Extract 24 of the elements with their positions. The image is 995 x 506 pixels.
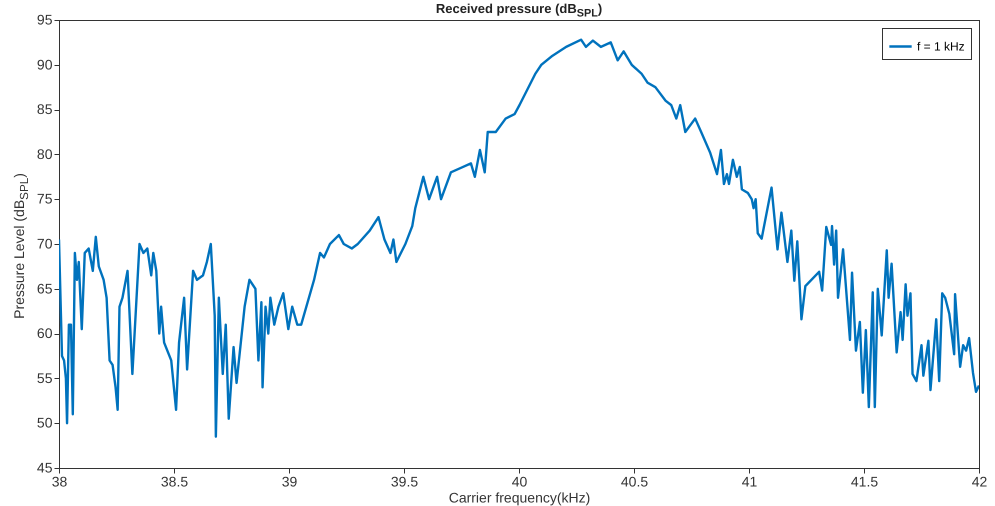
legend-label: f = 1 kHz xyxy=(917,40,965,54)
chart-title: Received pressure (dB$_{SPL}$) xyxy=(434,1,604,20)
x-tick-label: 40 xyxy=(512,474,528,490)
y-tick-label: 75 xyxy=(36,190,53,207)
x-tick-label: 38 xyxy=(52,474,68,490)
x-tick-label: 39.5 xyxy=(390,474,418,490)
line-series xyxy=(59,38,979,438)
y-tick-label: 65 xyxy=(36,280,53,296)
x-axis-title: Carrier frequency(kHz) xyxy=(448,490,590,506)
y-tick-label: 70 xyxy=(36,236,53,252)
x-tick-label: 42 xyxy=(972,474,988,490)
y-tick-label: 80 xyxy=(36,146,53,162)
x-tick-label: 41.5 xyxy=(850,474,878,490)
y-tick-label: 85 xyxy=(36,101,53,118)
y-tick-label: 50 xyxy=(36,414,53,431)
y-tick-label: 90 xyxy=(36,56,53,72)
x-tick-label: 39 xyxy=(282,474,298,490)
y-tick-label: 45 xyxy=(36,460,53,476)
x-tick-label: 41 xyxy=(742,474,758,490)
y-tick-label: 95 xyxy=(36,12,53,28)
y-tick-label: 55 xyxy=(36,370,53,386)
x-tick-label: 40.5 xyxy=(620,474,648,490)
x-tick-label: 38.5 xyxy=(160,474,188,490)
y-tick-label: 60 xyxy=(36,325,53,342)
